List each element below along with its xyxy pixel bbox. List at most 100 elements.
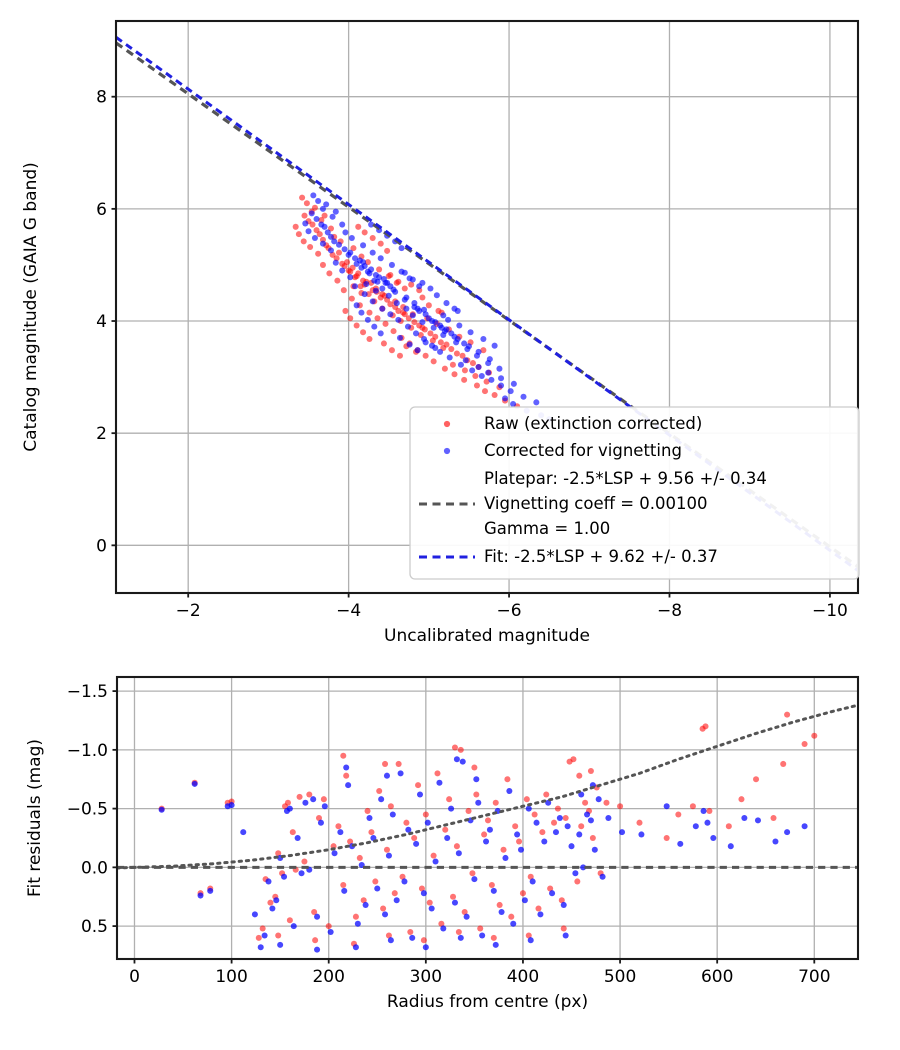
data-point [549, 890, 556, 897]
data-point [599, 873, 606, 880]
data-point [576, 772, 583, 779]
data-point [294, 834, 301, 841]
data-point [560, 925, 567, 932]
legend-entry[interactable]: Vignetting coeff = 0.00100 [419, 494, 708, 513]
data-point [523, 796, 530, 803]
data-point [689, 803, 696, 810]
data-point [517, 846, 525, 853]
data-point [353, 260, 360, 267]
data-point [467, 329, 474, 336]
legend-entry[interactable]: Corrected for vignetting [443, 441, 682, 460]
data-point [369, 235, 376, 242]
data-point [475, 363, 482, 371]
data-point [430, 324, 437, 331]
data-point [502, 395, 509, 402]
data-point [427, 330, 434, 337]
data-point [430, 852, 437, 859]
data-point [376, 266, 383, 273]
data-point [451, 333, 458, 340]
data-point [411, 319, 418, 326]
data-point [471, 876, 478, 883]
data-point [412, 330, 420, 337]
legend-entry[interactable]: Fit: -2.5*LSP + 9.62 +/- 0.37 [419, 547, 718, 566]
axes-fit-residuals: 0 100 200 300 400 500 600 700 0.5 0.0 −0.5 −1.0 −1.5… [25, 675, 860, 1012]
data-point [475, 799, 482, 806]
data-point [403, 819, 410, 826]
data-point [461, 908, 468, 916]
data-point [692, 823, 699, 830]
data-point [432, 344, 439, 351]
legend-label: Gamma = 1.00 [484, 519, 610, 538]
legend-marker-dot [443, 420, 451, 428]
data-point [385, 932, 392, 939]
data-point [432, 858, 439, 865]
data-point [275, 850, 282, 857]
legend-label: Platepar: -2.5*LSP + 9.56 +/- 0.34 [484, 469, 767, 488]
legend-entry[interactable]: Raw (extinction corrected) [443, 414, 702, 433]
data-point [700, 807, 707, 814]
data-point [446, 796, 453, 803]
data-point [370, 834, 377, 841]
data-point [347, 838, 354, 845]
data-point [427, 285, 434, 292]
series-corrected-for-vignetting [158, 756, 808, 953]
data-point [318, 217, 325, 224]
data-point [419, 294, 426, 301]
xtick-label: −10 [812, 601, 848, 621]
data-point [352, 255, 359, 262]
data-point [472, 372, 479, 380]
data-point [319, 261, 326, 268]
data-point [419, 279, 426, 286]
data-point [197, 892, 204, 899]
data-point [399, 873, 406, 880]
data-point [440, 312, 447, 319]
data-point [379, 285, 386, 292]
data-point [380, 905, 387, 912]
data-point [404, 323, 412, 330]
data-point [374, 278, 381, 285]
data-point [335, 241, 343, 248]
data-point [369, 249, 376, 256]
data-point [480, 347, 487, 354]
data-point [437, 348, 444, 355]
data-point [387, 803, 394, 810]
data-point [364, 807, 371, 814]
data-point [441, 365, 448, 372]
data-point [490, 887, 497, 894]
data-point [411, 300, 418, 307]
series-corrected-for-vignetting [302, 192, 553, 423]
data-point [393, 300, 400, 307]
data-point [273, 897, 280, 904]
data-point [383, 846, 391, 853]
data-point [543, 791, 550, 798]
data-point [301, 212, 308, 219]
data-point [377, 255, 384, 262]
data-point [355, 223, 362, 230]
data-point [469, 870, 476, 877]
legend-entry[interactable]: Gamma = 1.00 [484, 519, 610, 538]
data-point [541, 838, 548, 845]
data-point [331, 850, 338, 857]
legend-entry[interactable]: Platepar: -2.5*LSP + 9.56 +/- 0.34 [484, 469, 767, 488]
data-point [459, 352, 466, 359]
data-point [422, 352, 429, 359]
data-point [451, 744, 458, 751]
data-point [473, 776, 480, 783]
data-point [408, 281, 415, 288]
data-point [335, 249, 343, 256]
data-point [295, 231, 302, 238]
data-point [378, 796, 385, 803]
data-point [564, 823, 571, 830]
data-point [527, 873, 534, 880]
data-point [556, 814, 563, 822]
data-point [478, 372, 485, 380]
data-point [473, 791, 480, 798]
data-point [451, 371, 458, 378]
data-point [429, 318, 436, 325]
data-point [298, 870, 305, 877]
data-point [457, 934, 464, 941]
data-point [591, 846, 598, 853]
data-point [453, 339, 460, 346]
data-point [461, 340, 468, 347]
data-point [358, 309, 365, 316]
